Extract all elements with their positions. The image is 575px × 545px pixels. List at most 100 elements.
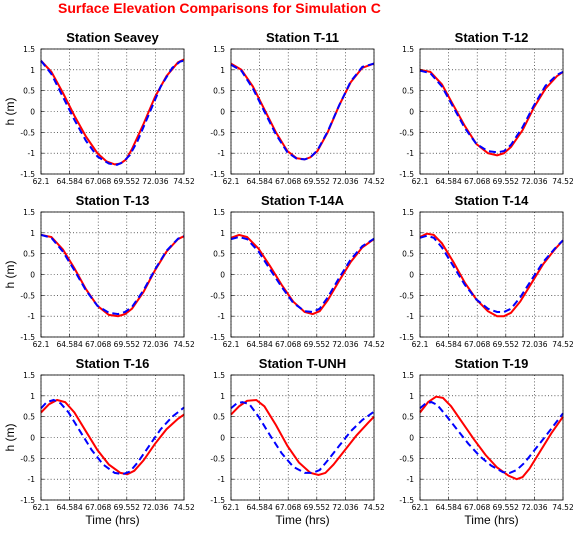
panel-title: Station T-12: [455, 30, 529, 45]
x-tick-label: 62.1: [223, 340, 240, 349]
y-tick-label: -1: [28, 149, 36, 158]
y-tick-label: 0: [30, 108, 35, 117]
x-tick-label: 67.068: [275, 503, 301, 512]
x-tick-label: 69.552: [114, 503, 140, 512]
x-tick-label: 69.552: [304, 177, 330, 186]
series-line-red-solid: [40, 58, 185, 166]
x-tick-label: 72.036: [142, 340, 168, 349]
series-group: [230, 398, 375, 477]
x-tick-label: 67.068: [85, 340, 111, 349]
y-tick-label: 1.5: [402, 208, 414, 217]
x-tick-label: 72.036: [521, 503, 547, 512]
x-tick-label: 67.068: [275, 177, 301, 186]
panel-title: Station T-19: [455, 356, 529, 371]
series-group: [230, 62, 375, 161]
x-tick-label: 74.52: [173, 340, 195, 349]
x-tick-label: 74.52: [552, 340, 574, 349]
x-tick-label: 72.036: [142, 177, 168, 186]
y-tick-label: -0.5: [399, 291, 414, 300]
x-tick-label: 69.552: [493, 177, 519, 186]
chart-panel-6: 62.1 64.584 67.068 69.552 72.036 74.52 1.5 1 0.5…: [399, 193, 574, 349]
y-tick-label: -1.5: [20, 496, 35, 505]
x-tick-label: 62.1: [412, 503, 429, 512]
y-axis-label: h (m): [3, 261, 17, 289]
series-line-red-solid: [40, 233, 185, 318]
y-tick-label: -1.5: [210, 170, 225, 179]
series-line-blue-dashed: [230, 401, 375, 474]
y-tick-label: 1.5: [402, 45, 414, 54]
y-tick-label: 1: [409, 229, 414, 238]
y-tick-label: -0.5: [20, 291, 35, 300]
x-tick-label: 74.52: [552, 503, 574, 512]
y-tick-label: 1: [30, 229, 35, 238]
x-tick-label: 67.068: [275, 340, 301, 349]
x-tick-label: 74.52: [363, 177, 385, 186]
panel-title: Station Seavey: [66, 30, 159, 45]
plot-frame: [40, 374, 185, 501]
panel-title: Station T-13: [76, 193, 150, 208]
x-tick-label: 64.584: [56, 177, 82, 186]
x-tick-label: 69.552: [304, 503, 330, 512]
x-tick-label: 64.584: [246, 177, 272, 186]
x-tick-label: 72.036: [521, 177, 547, 186]
x-tick-label: 64.584: [435, 503, 461, 512]
x-tick-label: 72.036: [521, 340, 547, 349]
y-tick-label: 0.5: [402, 250, 414, 259]
series-line-blue-dashed: [40, 398, 185, 476]
y-tick-label: -1.5: [20, 170, 35, 179]
grid-lines: [230, 211, 375, 338]
chart-panel-1: 62.1 64.584 67.068 69.552 72.036 74.52 1.5 1 0.5…: [3, 30, 195, 186]
x-tick-label: 72.036: [332, 177, 358, 186]
x-tick-label: 69.552: [493, 503, 519, 512]
y-tick-label: 0.5: [213, 250, 225, 259]
y-tick-label: -0.5: [210, 128, 225, 137]
series-line-blue-dashed: [40, 59, 185, 166]
x-tick-label: 64.584: [56, 340, 82, 349]
x-tick-label: 62.1: [33, 340, 50, 349]
y-tick-label: 0.5: [402, 87, 414, 96]
series-line-red-solid: [419, 232, 564, 318]
y-tick-label: 1: [220, 392, 225, 401]
series-line-red-solid: [419, 395, 564, 481]
y-tick-label: -1: [28, 475, 36, 484]
y-tick-label: 1.5: [213, 208, 225, 217]
y-tick-label: 0.5: [23, 87, 35, 96]
y-tick-label: 0.5: [23, 250, 35, 259]
y-tick-label: 0.5: [23, 413, 35, 422]
y-tick-label: -0.5: [20, 454, 35, 463]
series-line-blue-dashed: [40, 233, 185, 316]
x-tick-label: 72.036: [332, 340, 358, 349]
plot-frame: [230, 48, 375, 175]
grid-lines: [40, 211, 185, 338]
y-tick-label: 0: [30, 434, 35, 443]
plot-frame: [419, 374, 564, 501]
y-axis-label: h (m): [3, 98, 17, 126]
y-tick-label: -1: [407, 475, 415, 484]
x-tick-label: 74.52: [363, 340, 385, 349]
y-tick-label: 0: [409, 271, 414, 280]
x-tick-label: 74.52: [363, 503, 385, 512]
x-tick-label: 67.068: [464, 177, 490, 186]
y-tick-label: 0.5: [213, 87, 225, 96]
x-tick-label: 62.1: [33, 503, 50, 512]
x-tick-label: 62.1: [223, 503, 240, 512]
panels: 62.1 64.584 67.068 69.552 72.036 74.521.510.5…: [3, 30, 574, 527]
x-tick-label: 67.068: [85, 177, 111, 186]
x-tick-label: 69.552: [114, 340, 140, 349]
y-tick-label: -1: [218, 312, 226, 321]
plot-frame: [230, 374, 375, 501]
x-tick-label: 64.584: [56, 503, 82, 512]
series-group: [40, 233, 185, 318]
y-tick-label: -1.5: [20, 333, 35, 342]
y-tick-label: 1: [30, 66, 35, 75]
x-tick-label: 64.584: [246, 340, 272, 349]
series-group: [419, 68, 564, 157]
grid-lines: [419, 48, 564, 175]
y-tick-label: 0: [409, 434, 414, 443]
x-tick-label: 74.52: [173, 503, 195, 512]
y-tick-label: 0: [409, 108, 414, 117]
y-tick-label: -1.5: [210, 496, 225, 505]
x-tick-label: 62.1: [33, 177, 50, 186]
x-tick-label: 67.068: [85, 503, 111, 512]
y-tick-label: -1.5: [210, 333, 225, 342]
